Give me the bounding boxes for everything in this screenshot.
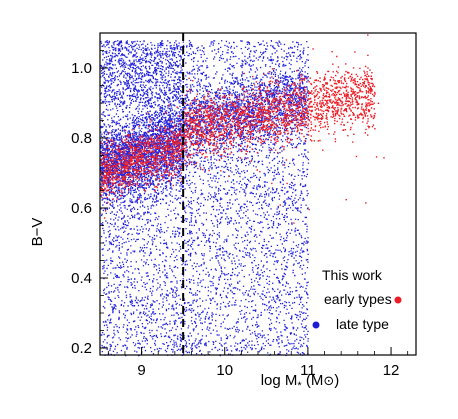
- legend-heading: This work: [322, 267, 383, 283]
- x-axis: 9 10 11 12: [107, 347, 409, 379]
- x-tick-label: 9: [137, 362, 145, 379]
- y-tick-label: 0.4: [71, 270, 92, 287]
- sun-symbol-icon: ⊙: [323, 373, 334, 388]
- points-early-types: [100, 34, 385, 224]
- y-tick-label: 0.8: [71, 130, 92, 147]
- legend-marker-early-types: [394, 296, 402, 304]
- legend-marker-late-type: [312, 321, 320, 329]
- legend: This work early types late type: [312, 267, 402, 332]
- scatter-points: [100, 34, 385, 224]
- x-tick-label: 12: [383, 362, 400, 379]
- y-tick-label: 1.0: [71, 60, 92, 77]
- legend-label-early-types: early types: [324, 291, 392, 307]
- y-tick-label: 0.6: [71, 200, 92, 217]
- y-tick-label: 0.2: [71, 340, 92, 357]
- x-tick-label: 10: [216, 362, 233, 379]
- scatter-points: [100, 40, 310, 357]
- y-axis: 0.2 0.4 0.6 0.8 1.0: [71, 50, 108, 357]
- x-axis-label: log M* (M⊙): [261, 372, 340, 392]
- y-axis-label: B−V: [29, 218, 46, 247]
- legend-label-late-type: late type: [336, 316, 389, 332]
- x-tick-label: 11: [300, 362, 316, 379]
- points-late-type: [100, 40, 310, 357]
